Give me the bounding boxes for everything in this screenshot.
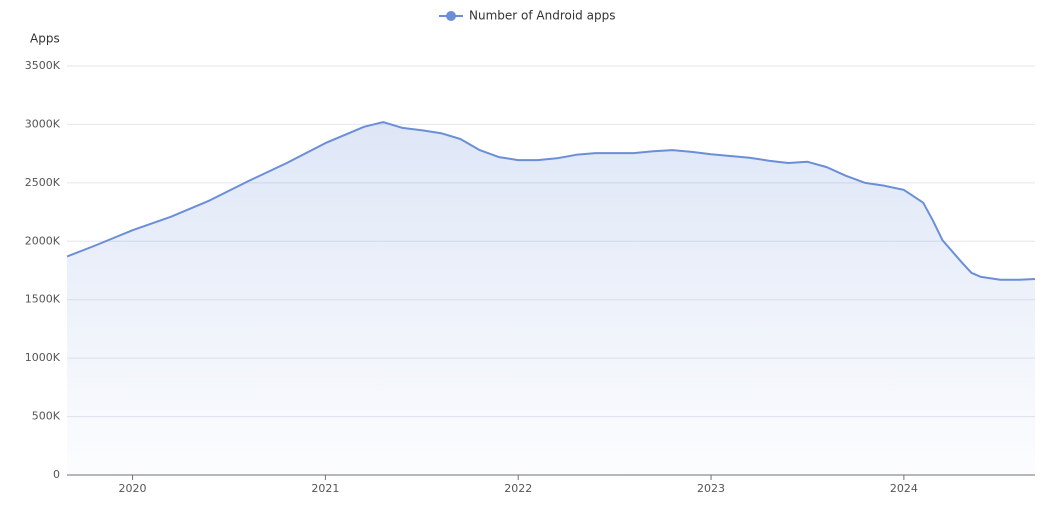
line bbox=[66, 121, 1036, 281]
y-tick-label: 1500K bbox=[25, 293, 61, 306]
y-tick-label: 3000K bbox=[25, 117, 61, 130]
legend-item[interactable]: Number of Android apps bbox=[439, 9, 615, 23]
x-tick-label: 2023 bbox=[697, 482, 725, 495]
x-tick-label: 2022 bbox=[504, 482, 532, 495]
y-tick-label: 1000K bbox=[25, 351, 61, 364]
x-tick-label: 2021 bbox=[311, 482, 339, 495]
legend: Number of Android apps bbox=[439, 9, 615, 23]
y-tick-label: 500K bbox=[32, 410, 61, 423]
y-tick-label: 2000K bbox=[25, 234, 61, 247]
y-tick-label: 2500K bbox=[25, 176, 61, 189]
y-tick-label: 0 bbox=[53, 468, 60, 481]
area-fill bbox=[67, 122, 1035, 475]
legend-marker bbox=[446, 11, 456, 21]
legend-label: Number of Android apps bbox=[469, 9, 615, 23]
x-tick-label: 2024 bbox=[890, 482, 918, 495]
y-axis-title: Apps bbox=[30, 32, 60, 46]
x-tick-label: 2020 bbox=[119, 482, 147, 495]
y-tick-label: 3500K bbox=[25, 59, 61, 72]
